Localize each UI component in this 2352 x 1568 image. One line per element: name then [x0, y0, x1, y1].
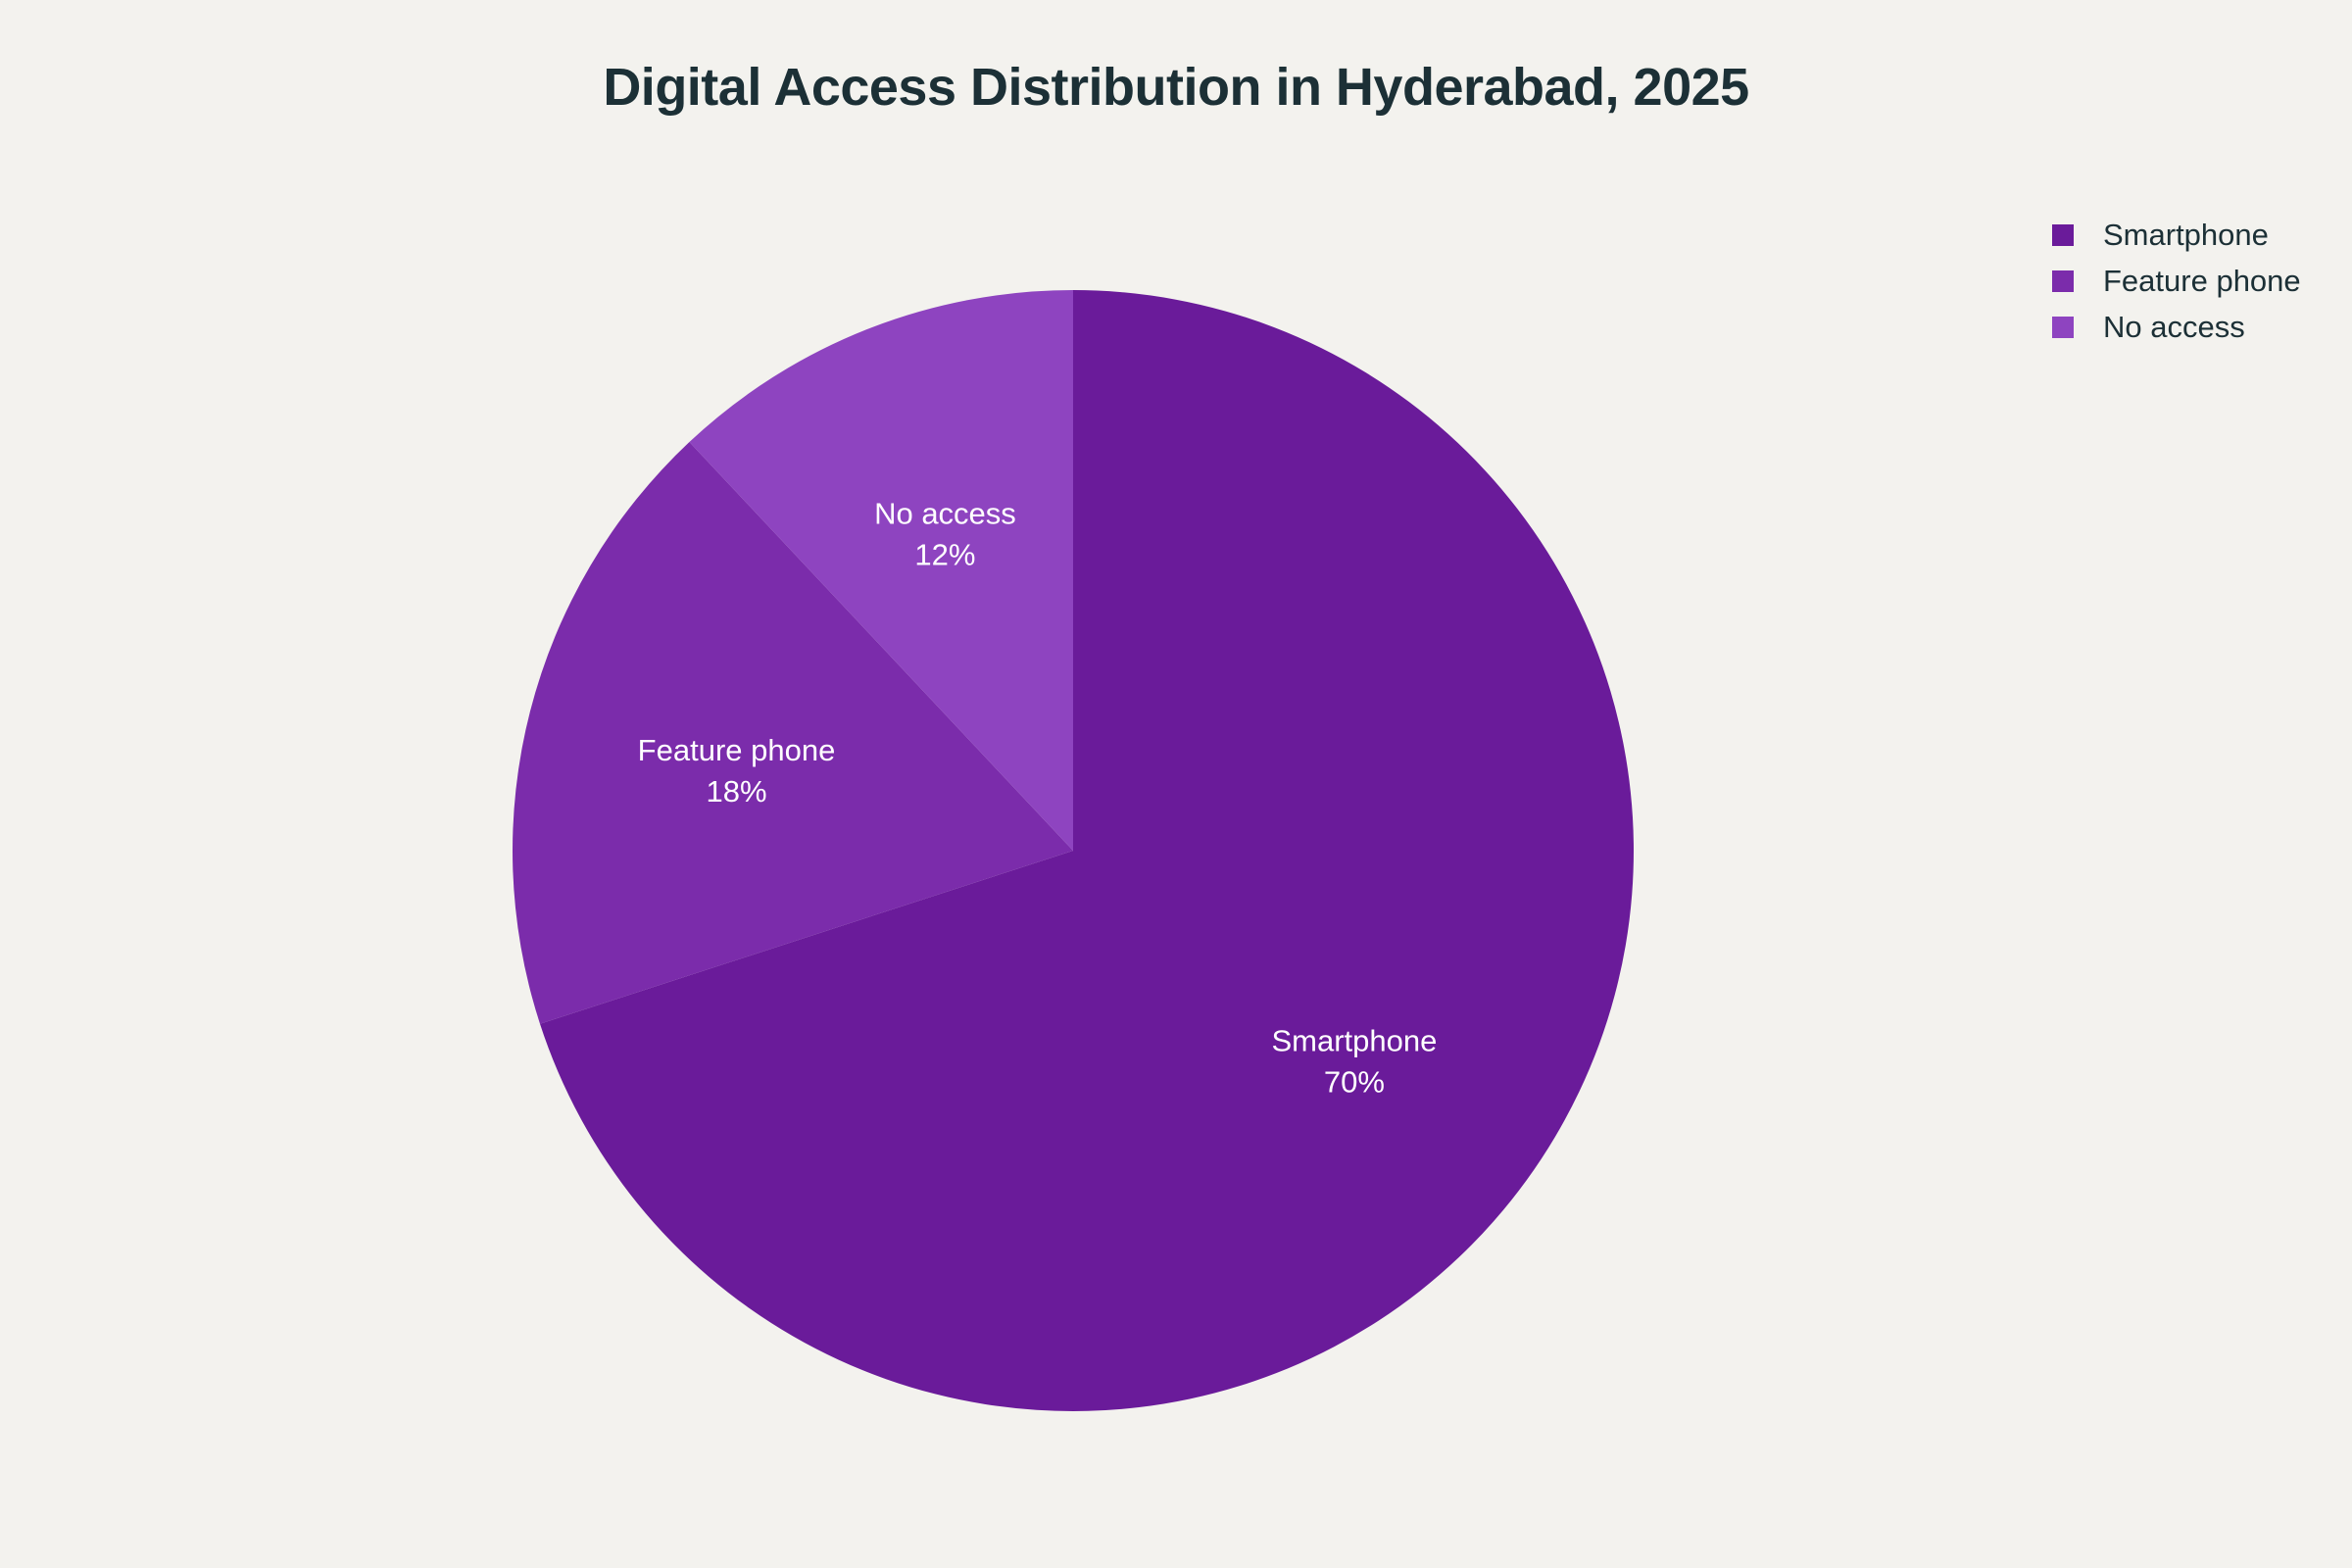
- legend-label: No access: [2103, 309, 2245, 344]
- legend-label: Feature phone: [2103, 263, 2301, 298]
- legend-item-no-access[interactable]: No access: [2052, 304, 2301, 350]
- legend-swatch: [2052, 270, 2074, 292]
- legend-swatch: [2052, 223, 2074, 246]
- chart-title: Digital Access Distribution in Hyderabad…: [603, 58, 1749, 117]
- pie-slice-smartphone[interactable]: [539, 290, 1635, 1411]
- legend-label: Smartphone: [2103, 217, 2269, 252]
- slice-label-percent: 70%: [1324, 1064, 1385, 1099]
- pie-slice-feature-phone[interactable]: [513, 442, 1073, 1024]
- pie-slices: [513, 290, 1635, 1411]
- legend-item-smartphone[interactable]: Smartphone: [2052, 212, 2301, 258]
- legend-swatch: [2052, 316, 2074, 338]
- pie-labels: Smartphone 70% Feature phone 18% No access 12…: [638, 496, 1438, 1099]
- slice-label-name: Feature phone: [638, 733, 836, 767]
- slice-label-percent: 12%: [914, 537, 975, 571]
- legend-item-feature-phone[interactable]: Feature phone: [2052, 258, 2301, 304]
- legend: Smartphone Feature phone No access: [2052, 212, 2301, 350]
- pie-slice-no-access[interactable]: [689, 290, 1073, 851]
- slice-label-percent: 18%: [706, 774, 766, 808]
- slice-label-name: No access: [874, 496, 1016, 530]
- slice-label-name: Smartphone: [1271, 1023, 1437, 1057]
